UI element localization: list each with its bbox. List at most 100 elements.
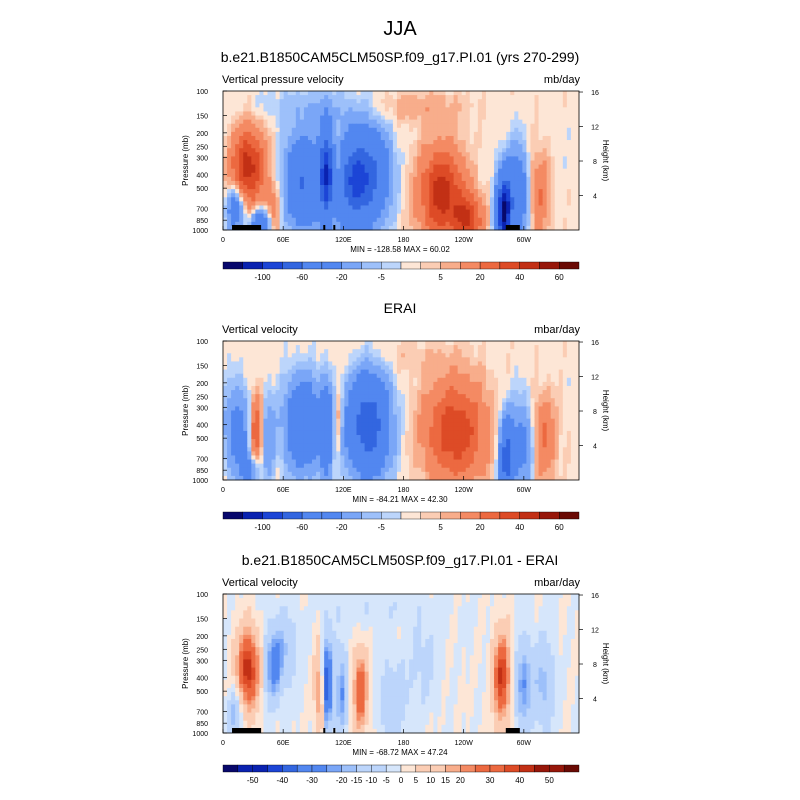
y-axis-label: Pressure (mb) [181, 135, 190, 186]
colorbar-swatch [326, 764, 342, 773]
pressure-tick-label: 500 [196, 689, 208, 696]
plot-frame [222, 340, 580, 481]
colorbar-label: -20 [336, 776, 348, 785]
colorbar-swatch [430, 764, 446, 773]
height-tick-label: 16 [591, 90, 599, 97]
height-tick-label: 8 [593, 409, 597, 416]
colorbar-label: 5 [438, 523, 443, 532]
colorbar-swatch [267, 764, 283, 773]
colorbar-label: 40 [515, 273, 524, 282]
colorbar-swatch [296, 764, 313, 773]
longitude-tick-label: 0 [221, 487, 225, 494]
pressure-tick-label: 500 [196, 436, 208, 443]
pressure-tick-label: 250 [196, 394, 208, 401]
colorbar-label: 40 [515, 776, 524, 785]
pressure-tick-label: 100 [196, 89, 208, 96]
pressure-tick-label: 1000 [192, 228, 208, 235]
topography-bar [333, 225, 336, 230]
topography-bar [232, 225, 262, 230]
pressure-tick-label: 500 [196, 186, 208, 193]
y-axis-right-label: Height (km) [601, 643, 610, 685]
colorbar-label: 10 [426, 776, 435, 785]
colorbar-label: 20 [476, 273, 485, 282]
y-axis-label: Pressure (mb) [181, 638, 190, 689]
pressure-tick-label: 700 [196, 709, 208, 716]
colorbar-swatch [222, 261, 243, 270]
plot-frame [222, 593, 580, 734]
panels: b.e21.B1850CAM5CLM50SP.f09_g17.PI.01 (yr… [181, 49, 610, 785]
pressure-tick-label: 200 [196, 131, 208, 138]
colorbar-label: -60 [296, 523, 308, 532]
colorbar-swatch [242, 511, 263, 520]
topography-bar [232, 728, 262, 733]
longitude-tick-label: 120W [455, 487, 474, 494]
pressure-tick-label: 1000 [192, 731, 208, 738]
colorbar-swatch [400, 261, 421, 270]
colorbar-swatch [519, 764, 535, 773]
colorbar: -100 -60 -20 -5 5 20 40 60 [222, 261, 580, 282]
height-tick-label: 12 [591, 628, 599, 635]
colorbar-swatch [311, 764, 328, 773]
colorbar-swatch [549, 764, 565, 773]
colorbar-swatch [282, 511, 303, 520]
pressure-tick-label: 200 [196, 634, 208, 641]
colorbar-label: -100 [255, 273, 272, 282]
y-axis-right-label: Height (km) [601, 390, 610, 432]
longitude-tick-label: 60W [517, 740, 532, 747]
colorbar-label: -100 [255, 523, 272, 532]
longitude-tick-label: 120E [335, 237, 352, 244]
longitude-tick-label: 180 [398, 487, 410, 494]
colorbar-swatch [420, 511, 441, 520]
y-axis-label: Pressure (mb) [181, 385, 190, 436]
height-tick-label: 8 [593, 159, 597, 166]
pressure-tick-label: 100 [196, 592, 208, 599]
colorbar-swatch [341, 511, 362, 520]
pressure-tick-label: 300 [196, 155, 208, 162]
colorbar-swatch [321, 511, 342, 520]
colorbar-swatch [262, 511, 283, 520]
colorbar-label: 20 [456, 776, 465, 785]
colorbar-swatch [321, 261, 342, 270]
pressure-tick-label: 250 [196, 647, 208, 654]
colorbar-swatch [445, 764, 461, 773]
units-label: mb/day [544, 74, 581, 86]
colorbar-swatch [563, 764, 580, 773]
min-max-stats: MIN = -128.58 MAX = 60.02 [350, 245, 450, 254]
colorbar-swatch [539, 511, 560, 520]
colorbar-swatch [282, 764, 298, 773]
min-max-stats: MIN = -84.21 MAX = 42.30 [352, 495, 448, 504]
colorbar-swatch [222, 764, 239, 773]
topography-bar [323, 728, 326, 733]
panel-title: b.e21.B1850CAM5CLM50SP.f09_g17.PI.01 (yr… [221, 49, 580, 65]
colorbar-swatch [499, 261, 520, 270]
pressure-tick-label: 400 [196, 173, 208, 180]
pressure-tick-label: 1000 [192, 478, 208, 485]
pressure-tick-label: 400 [196, 676, 208, 683]
pressure-tick-label: 400 [196, 423, 208, 430]
colorbar: -50 -40 -30 -20 -15 -10 -5 0 5 10 15 20 30 40 50 [222, 764, 580, 785]
units-label: mbar/day [534, 324, 580, 336]
pressure-tick-label: 700 [196, 456, 208, 463]
colorbar-swatch [371, 764, 387, 773]
longitude-tick-label: 60W [517, 237, 532, 244]
colorbar-swatch [489, 764, 506, 773]
pressure-tick-label: 150 [196, 113, 208, 120]
colorbar-swatch [361, 261, 382, 270]
colorbar-swatch [460, 261, 481, 270]
colorbar-label: 20 [476, 523, 485, 532]
colorbar-swatch [534, 764, 550, 773]
colorbar-label: -5 [378, 273, 386, 282]
longitude-tick-label: 60E [277, 237, 290, 244]
colorbar-swatch [504, 764, 520, 773]
topography-bar [505, 728, 520, 733]
colorbar-swatch [381, 511, 402, 520]
colorbar-label: -15 [351, 776, 363, 785]
pressure-tick-label: 100 [196, 339, 208, 346]
colorbar-label: -60 [296, 273, 308, 282]
colorbar-swatch [341, 261, 362, 270]
colorbar-swatch [361, 511, 382, 520]
height-tick-label: 12 [591, 125, 599, 132]
colorbar-label: 50 [545, 776, 554, 785]
plot-frame [222, 90, 580, 231]
longitude-tick-label: 60E [277, 740, 290, 747]
